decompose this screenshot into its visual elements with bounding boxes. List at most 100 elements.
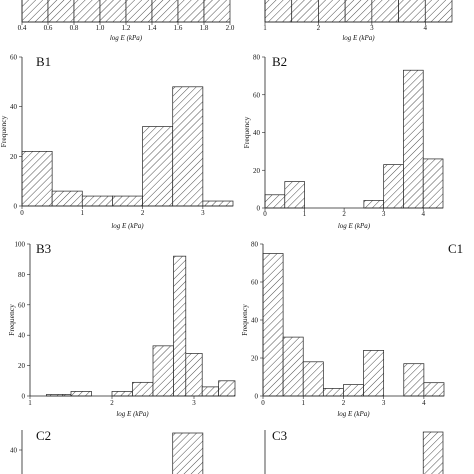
x-tick-label: 2 bbox=[141, 209, 145, 217]
x-tick-label: 4 bbox=[422, 399, 426, 407]
y-tick-label: 80 bbox=[18, 271, 26, 279]
y-tick-label: 60 bbox=[10, 54, 18, 62]
histogram-bar bbox=[185, 353, 203, 397]
histogram-bar bbox=[282, 336, 304, 397]
histogram-bar bbox=[262, 253, 284, 397]
panel-label: B3 bbox=[36, 241, 51, 256]
histogram-bar bbox=[343, 384, 364, 397]
histogram-bar bbox=[218, 380, 236, 397]
panel-label: C2 bbox=[36, 428, 51, 443]
histogram-bar bbox=[383, 164, 404, 209]
histogram-bar bbox=[398, 0, 426, 23]
panel-label: C1 bbox=[448, 241, 463, 256]
y-tick-label: 40 bbox=[10, 103, 18, 111]
panel-top-right-partial: 1 2 3 4 log E (kPa) bbox=[263, 0, 453, 42]
histogram-bar bbox=[21, 151, 53, 207]
y-tick-label: 100 bbox=[15, 241, 26, 249]
y-axis-title: Frequency bbox=[7, 304, 16, 336]
x-tick-label: 2 bbox=[342, 210, 346, 218]
y-tick-label: 60 bbox=[251, 279, 259, 287]
y-axis-title: Frequency bbox=[240, 304, 249, 336]
histogram-bar bbox=[302, 361, 324, 397]
x-tick-label: 2 bbox=[342, 399, 346, 407]
panel-top-left-partial: 0.4 0.6 0.8 1.0 1.2 1.4 1.6 1.8 2.0 log E (kPa) bbox=[18, 0, 235, 42]
y-tick-label: 0 bbox=[255, 393, 259, 401]
x-tick-label: 1.8 bbox=[200, 24, 209, 32]
x-tick-label: 1 bbox=[301, 399, 305, 407]
panel-label: B2 bbox=[272, 54, 287, 69]
panel-label: C3 bbox=[272, 428, 287, 443]
y-tick-label: 60 bbox=[18, 301, 26, 309]
y-tick-label: 40 bbox=[18, 332, 26, 340]
histogram-bar bbox=[172, 432, 204, 474]
histogram-bar bbox=[173, 255, 187, 397]
x-tick-label: 1 bbox=[303, 210, 307, 218]
x-tick-label: 0 bbox=[20, 209, 24, 217]
x-tick-label: 1.0 bbox=[96, 24, 105, 32]
histogram-bar bbox=[47, 0, 75, 23]
histogram-bar bbox=[132, 381, 154, 397]
histogram-bar bbox=[264, 194, 286, 209]
y-tick-label: 20 bbox=[253, 167, 261, 175]
x-axis-title: log E (kPa) bbox=[111, 222, 144, 230]
x-tick-label: 1 bbox=[263, 24, 267, 32]
y-axis-title: Frequency bbox=[242, 116, 251, 148]
histogram-bar bbox=[284, 181, 305, 209]
x-tick-label: 3 bbox=[382, 210, 386, 218]
histogram-bar bbox=[318, 0, 346, 23]
x-axis-title: log E (kPa) bbox=[110, 34, 143, 42]
histogram-bar bbox=[264, 0, 293, 23]
histogram-bar bbox=[371, 0, 399, 23]
histogram-bar bbox=[203, 0, 231, 23]
histogram-bar bbox=[422, 431, 444, 474]
histogram-bar bbox=[422, 158, 444, 209]
x-tick-label: 2 bbox=[317, 24, 321, 32]
histogram-bar bbox=[322, 388, 344, 397]
histogram-bar bbox=[424, 0, 453, 23]
x-tick-label: 0.6 bbox=[44, 24, 53, 32]
x-tick-label: 3 bbox=[382, 399, 386, 407]
y-tick-label: 0 bbox=[257, 205, 261, 213]
x-tick-label: 0.8 bbox=[70, 24, 79, 32]
panel-label: B1 bbox=[36, 54, 51, 69]
panel-c2: 40 C2 bbox=[10, 428, 204, 474]
histogram-bar bbox=[151, 0, 179, 23]
y-tick-label: 20 bbox=[251, 355, 259, 363]
y-tick-label: 40 bbox=[251, 317, 259, 325]
x-tick-label: 4 bbox=[421, 210, 425, 218]
x-tick-label: 1 bbox=[81, 209, 85, 217]
x-tick-label: 3 bbox=[192, 399, 196, 407]
y-tick-label: 0 bbox=[14, 203, 18, 211]
y-tick-label: 40 bbox=[10, 447, 18, 455]
histogram-bar bbox=[363, 350, 385, 397]
histogram-bar bbox=[172, 86, 204, 207]
x-axis-title: log E (kPa) bbox=[342, 34, 375, 42]
histogram-bar bbox=[81, 195, 113, 207]
histogram-bar bbox=[142, 126, 174, 207]
histogram-bar bbox=[125, 0, 153, 23]
histogram-bar bbox=[73, 0, 101, 23]
y-tick-label: 80 bbox=[251, 241, 259, 249]
x-tick-label: 3 bbox=[201, 209, 205, 217]
y-tick-label: 20 bbox=[10, 153, 18, 161]
histogram-bar bbox=[70, 391, 92, 397]
histogram-bar bbox=[403, 69, 424, 209]
x-axis-title: log E (kPa) bbox=[338, 222, 371, 230]
histogram-bar bbox=[423, 382, 445, 397]
histogram-bar bbox=[177, 0, 205, 23]
histogram-bar bbox=[201, 386, 219, 397]
x-tick-label: 3 bbox=[370, 24, 374, 32]
x-axis-title: log E (kPa) bbox=[116, 410, 149, 418]
x-tick-label: 2.0 bbox=[226, 24, 235, 32]
x-tick-label: 0.4 bbox=[18, 24, 27, 32]
histogram-bar bbox=[21, 0, 49, 23]
y-tick-label: 40 bbox=[253, 129, 261, 137]
histogram-bar bbox=[112, 195, 143, 207]
histogram-bar bbox=[291, 0, 319, 23]
histogram-bar bbox=[111, 391, 133, 397]
x-axis-title: log E (kPa) bbox=[337, 410, 370, 418]
histogram-bar bbox=[202, 200, 234, 207]
